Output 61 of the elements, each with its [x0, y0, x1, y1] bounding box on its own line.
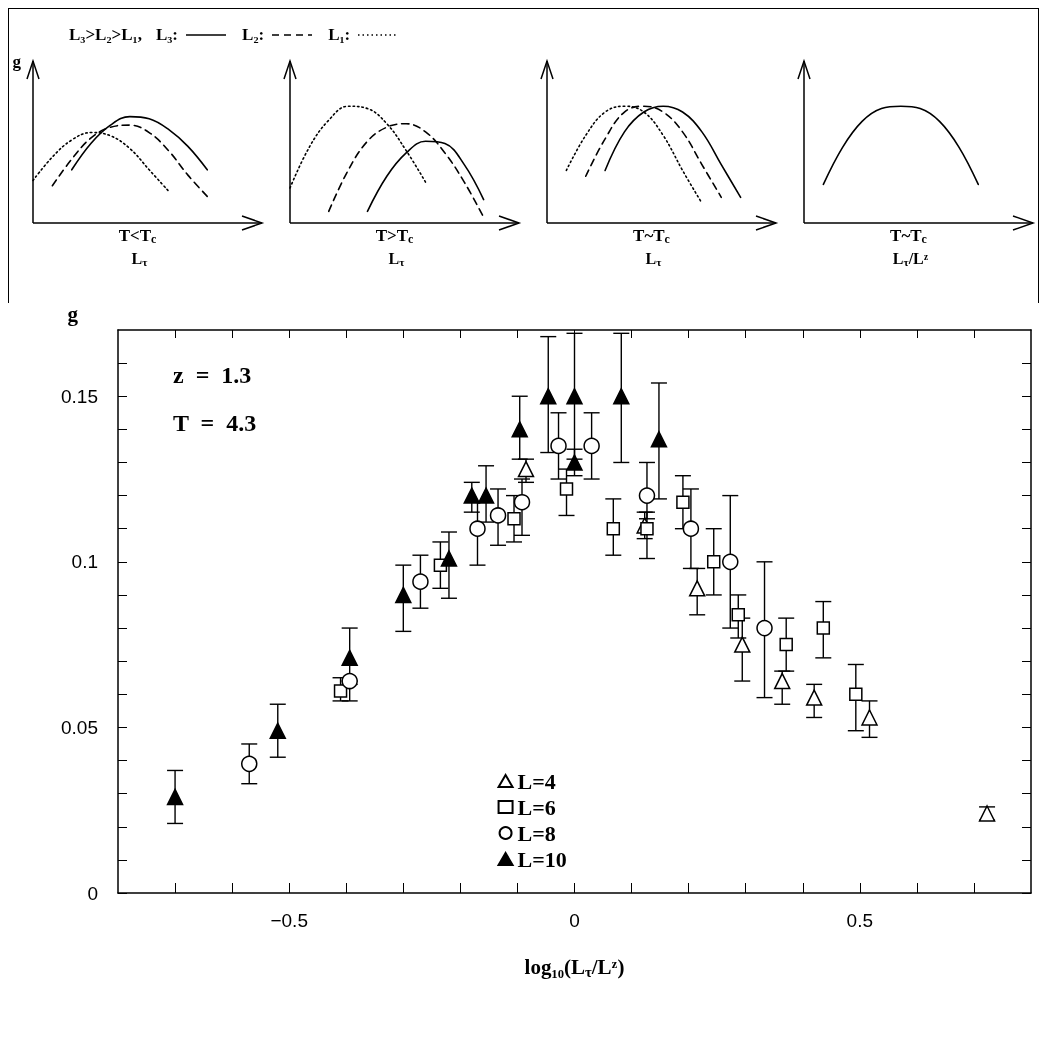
point — [469, 520, 486, 537]
point — [166, 788, 184, 806]
point — [734, 636, 751, 653]
point — [779, 637, 793, 652]
point — [722, 553, 739, 571]
point — [489, 507, 507, 524]
legend-label: L₁: — [328, 25, 351, 45]
point — [756, 619, 773, 637]
point — [507, 512, 521, 526]
y-axis-title: g — [12, 52, 22, 71]
point — [333, 684, 348, 698]
point — [269, 722, 287, 739]
point — [706, 555, 721, 569]
legend-title: L₃>L₂>L₁, — [69, 25, 142, 45]
point — [861, 709, 878, 726]
point — [606, 521, 621, 536]
y-tick-label: 0.05 — [61, 716, 98, 738]
point — [688, 580, 706, 597]
point — [676, 495, 690, 509]
point — [559, 482, 574, 496]
annotation: z = 1.3 — [173, 362, 252, 388]
point — [731, 608, 746, 622]
legend-label: L=4 — [517, 768, 556, 794]
point — [640, 521, 654, 536]
point — [613, 387, 630, 405]
point — [341, 672, 358, 690]
point — [477, 487, 495, 504]
point — [566, 387, 583, 405]
legend-label: L₃: — [155, 25, 179, 45]
x-tick-label: 0.5 — [846, 910, 874, 931]
legend-label: L=6 — [517, 794, 556, 820]
x-tick-label: −0.5 — [270, 910, 308, 931]
annotation: T = 4.3 — [173, 410, 257, 436]
y-tick-label: 0 — [87, 882, 98, 904]
point — [463, 487, 481, 504]
legend-label: L₂: — [242, 25, 265, 45]
legend-label: L=8 — [517, 820, 556, 846]
x-tick-label: 0 — [569, 910, 580, 931]
point — [511, 421, 528, 438]
point — [805, 689, 823, 706]
point — [412, 573, 429, 590]
point — [682, 520, 700, 537]
y-tick-label: 0.15 — [61, 385, 98, 407]
point — [650, 431, 668, 448]
y-axis-title: g — [67, 301, 79, 326]
y-tick-label: 0.1 — [71, 551, 98, 573]
legend-label: L=10 — [517, 846, 567, 872]
point — [241, 755, 258, 773]
point — [849, 687, 863, 702]
point — [440, 550, 458, 567]
point — [540, 387, 557, 405]
point — [395, 586, 412, 604]
point — [513, 493, 531, 511]
point — [550, 437, 567, 455]
point — [773, 672, 791, 690]
x-axis-title: log₁₀(Lτ/Lᶻ) — [524, 955, 625, 980]
point — [341, 649, 358, 667]
point — [816, 621, 831, 635]
point — [638, 487, 656, 504]
point — [566, 454, 583, 471]
point — [583, 437, 600, 455]
